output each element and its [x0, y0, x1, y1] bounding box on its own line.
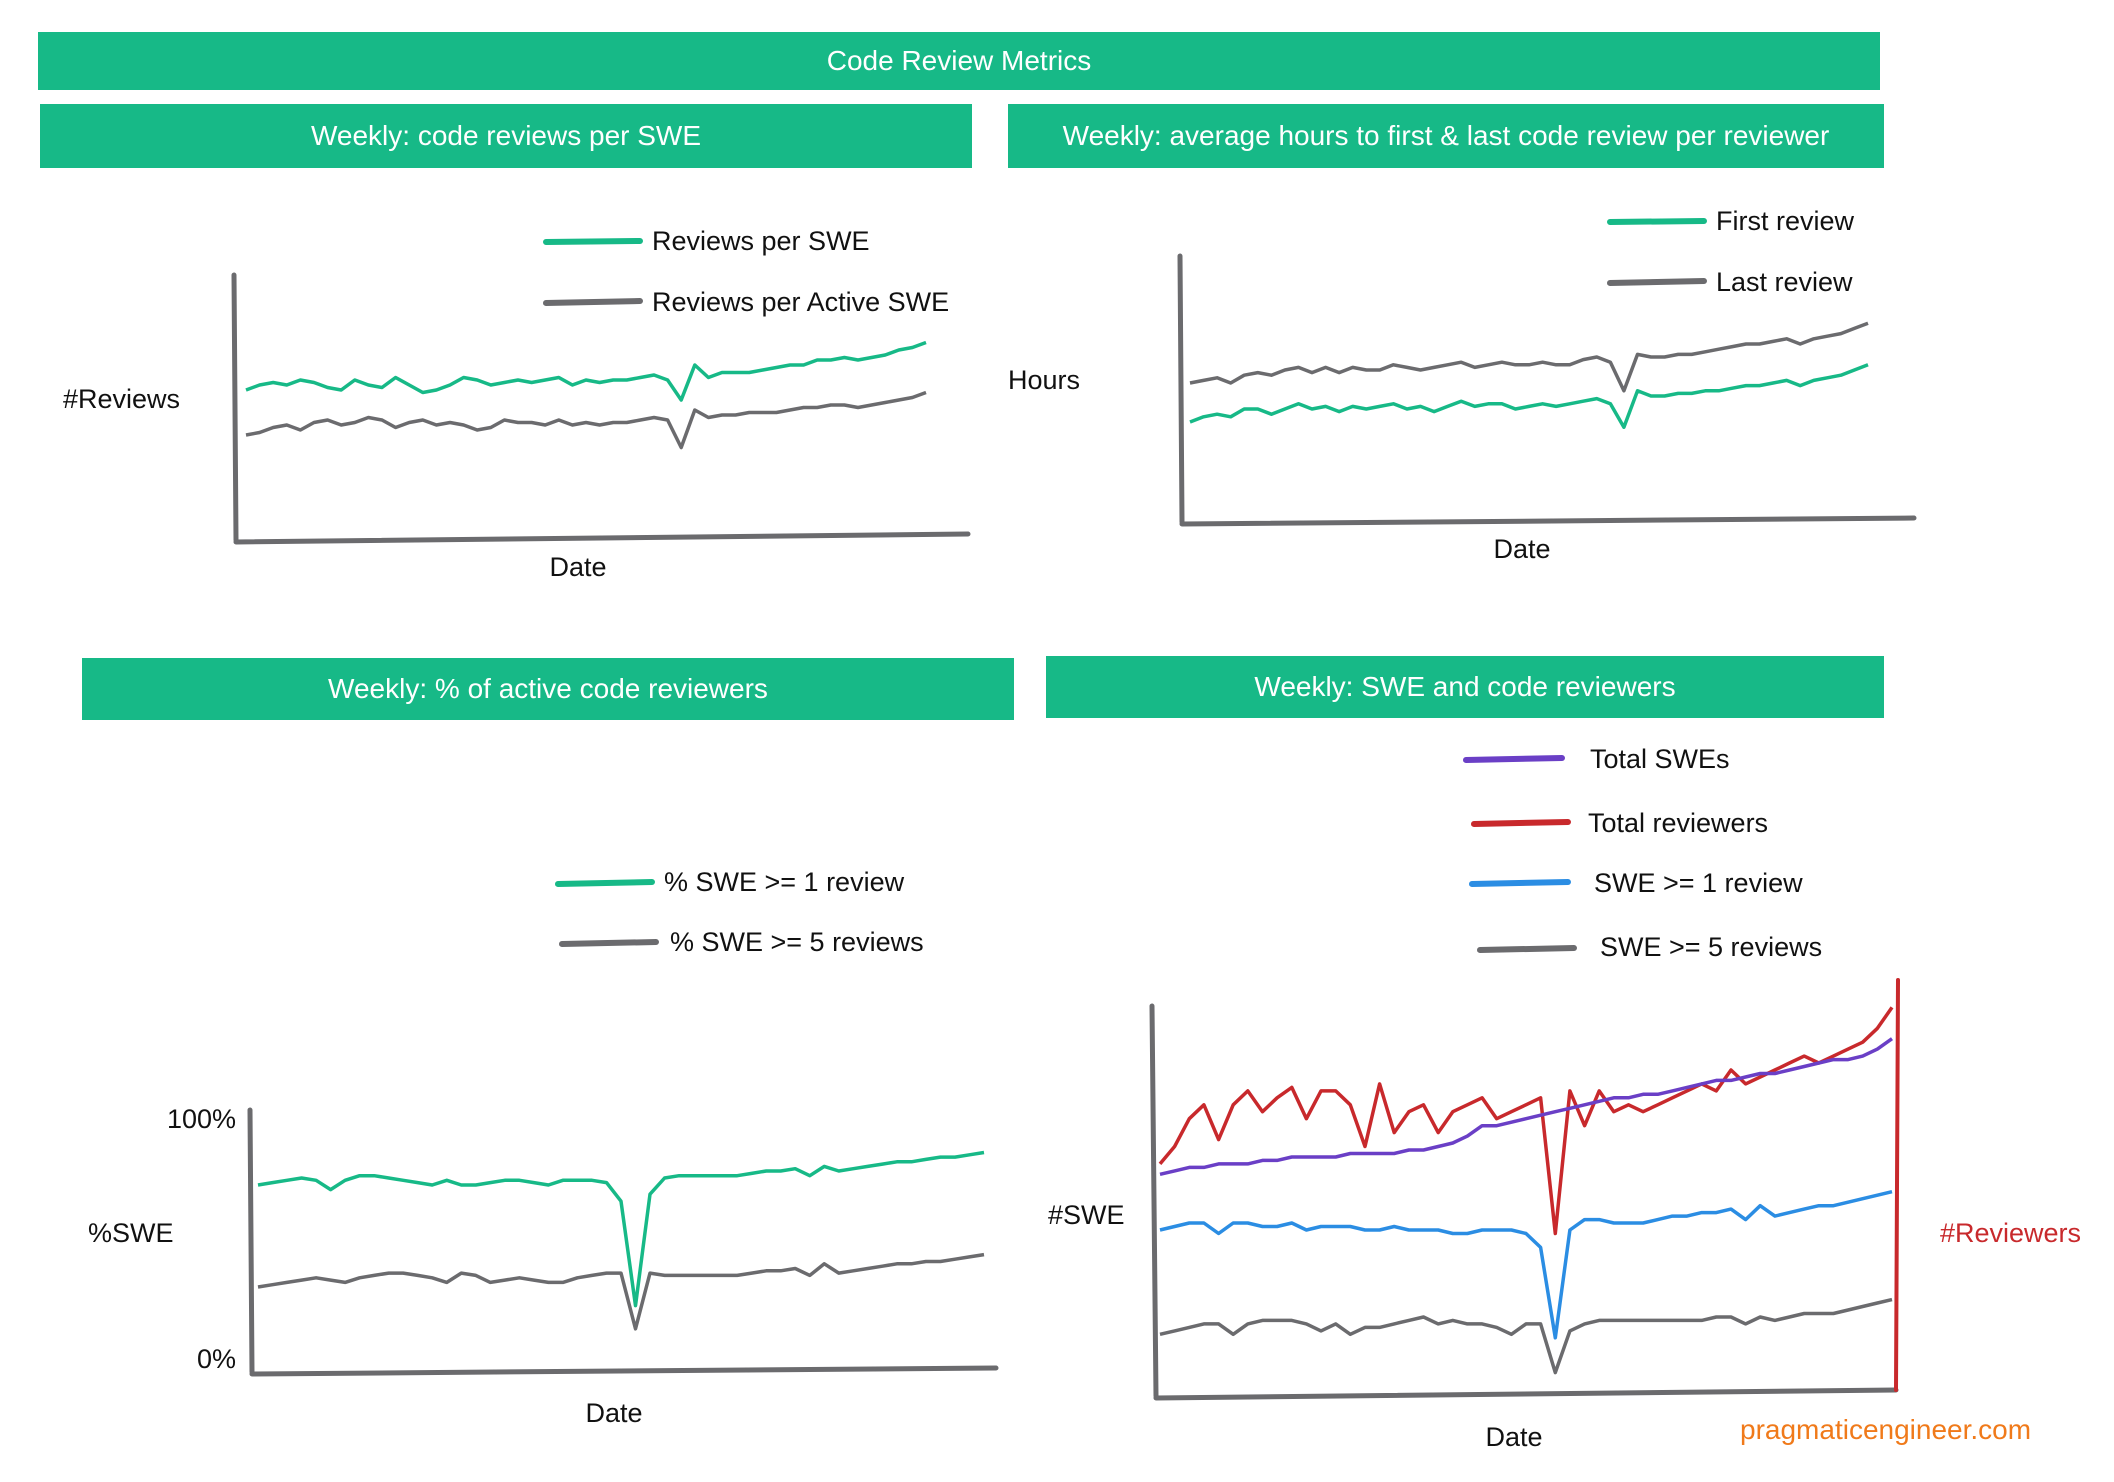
page-title: Code Review Metrics: [826, 45, 1092, 76]
chart-3-legend-swatch-2: [559, 939, 659, 947]
chart-2-x-axis: [1179, 515, 1917, 527]
chart-1-y-axis: [231, 272, 239, 543]
chart-4-title: Weekly: SWE and code reviewers: [1254, 671, 1676, 702]
chart-4-legend-swatch-4: [1477, 945, 1577, 953]
chart-2-ylabel: Hours: [1008, 365, 1080, 395]
chart-4-y2-axis: [1894, 978, 1900, 1392]
chart-4-series-swe-ge-1-review: [1159, 1189, 1893, 1340]
chart-4-y2label: #Reviewers: [1940, 1218, 2081, 1248]
chart-1-series-reviews-per-swe: [245, 340, 927, 402]
chart-3-ytick-100: 100%: [167, 1104, 236, 1134]
chart-4-legend-label-3: SWE >= 1 review: [1594, 868, 1803, 898]
chart-1-series-reviews-per-active-swe: [245, 390, 927, 450]
chart-4: #SWE #Reviewers Date Total SWEs Total re…: [1048, 744, 2081, 1452]
chart-2-title-banner: Weekly: average hours to first & last co…: [1008, 104, 1884, 168]
chart-1-legend-swatch-1: [543, 238, 643, 245]
chart-3-xlabel: Date: [585, 1398, 642, 1428]
chart-3-title: Weekly: % of active code reviewers: [328, 673, 768, 704]
chart-4-xlabel: Date: [1485, 1422, 1542, 1452]
chart-2-xlabel: Date: [1493, 534, 1550, 564]
chart-3-series-swe-ge-5-reviews: [257, 1252, 985, 1331]
chart-4-ylabel: #SWE: [1048, 1200, 1125, 1230]
chart-4-legend-swatch-1: [1463, 755, 1565, 763]
chart-4-legend-label-1: Total SWEs: [1590, 744, 1730, 774]
chart-3-ylabel: %SWE: [88, 1218, 174, 1248]
chart-2-legend-swatch-2: [1607, 278, 1707, 286]
chart-3-y-axis: [247, 1107, 255, 1375]
chart-2-legend-label-1: First review: [1716, 206, 1855, 236]
chart-4-legend-label-2: Total reviewers: [1588, 808, 1768, 838]
chart-1-ylabel: #Reviews: [63, 384, 180, 414]
chart-1-legend-label-1: Reviews per SWE: [652, 226, 870, 256]
chart-2-legend-label-2: Last review: [1716, 267, 1853, 297]
chart-3-x-axis: [249, 1365, 999, 1377]
chart-4-legend-swatch-2: [1471, 819, 1571, 827]
chart-1-title: Weekly: code reviews per SWE: [310, 120, 702, 151]
chart-1: #Reviews Date Reviews per SWE Reviews pe…: [63, 226, 971, 582]
chart-4-series-total-swes: [1159, 1037, 1894, 1177]
chart-4-legend-swatch-3: [1469, 879, 1571, 887]
chart-4-title-banner: Weekly: SWE and code reviewers: [1046, 656, 1884, 718]
chart-4-series-swe-ge-5-reviews: [1159, 1297, 1893, 1375]
chart-4-x-axis: [1153, 1387, 1899, 1401]
chart-3-ytick-0: 0%: [197, 1344, 236, 1374]
chart-3-legend-label-1: % SWE >= 1 review: [664, 867, 905, 897]
chart-2-y-axis: [1177, 253, 1185, 525]
chart-3-legend-label-2: % SWE >= 5 reviews: [670, 927, 924, 957]
chart-1-xlabel: Date: [549, 552, 606, 582]
chart-1-legend-label-2: Reviews per Active SWE: [652, 287, 949, 317]
chart-1-legend-swatch-2: [543, 298, 643, 306]
chart-3: 100% 0% %SWE Date % SWE >= 1 review % SW…: [88, 867, 999, 1428]
chart-2-series-first-review: [1189, 363, 1869, 429]
chart-2-legend-swatch-1: [1607, 218, 1707, 225]
chart-4-legend-label-4: SWE >= 5 reviews: [1600, 932, 1822, 962]
chart-3-title-banner: Weekly: % of active code reviewers: [82, 658, 1014, 720]
page-title-banner: Code Review Metrics: [38, 32, 1880, 90]
chart-2-title: Weekly: average hours to first & last co…: [1062, 120, 1830, 151]
chart-1-x-axis: [233, 531, 971, 545]
chart-3-legend-swatch-1: [555, 879, 655, 887]
chart-2: Hours Date First review Last review: [1008, 206, 1917, 564]
chart-1-title-banner: Weekly: code reviews per SWE: [40, 104, 972, 168]
chart-3-series-swe-ge-1-review: [257, 1150, 985, 1308]
chart-4-y-axis: [1149, 1003, 1159, 1399]
chart-2-series-last-review: [1189, 321, 1869, 393]
footer-attribution: pragmaticengineer.com: [1740, 1414, 2032, 1445]
